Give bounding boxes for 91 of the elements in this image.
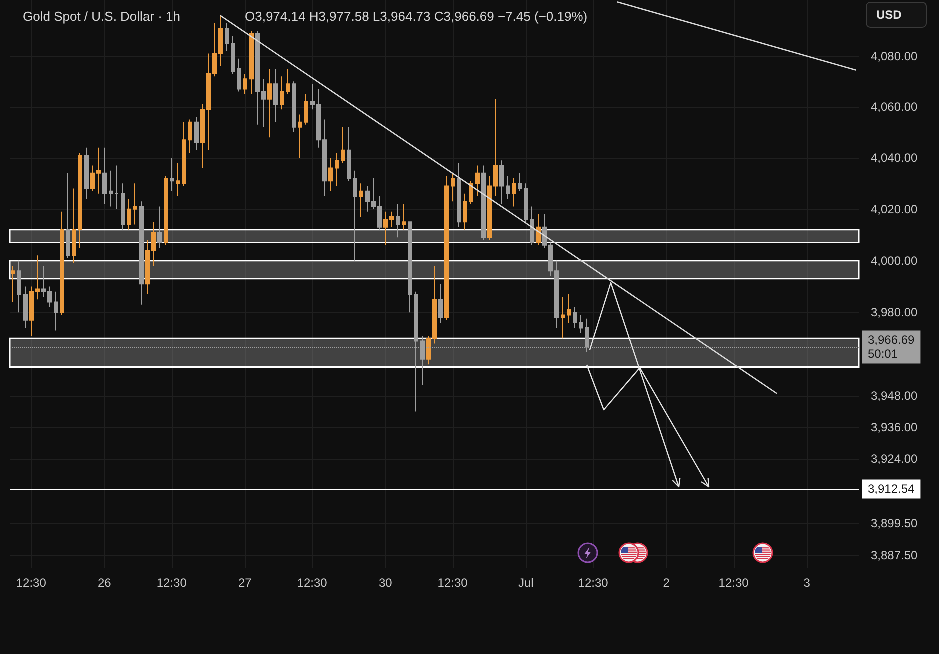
y-axis-title: USD [876,8,902,22]
candlestick [72,188,76,264]
x-tick-label: 26 [98,576,112,590]
y-tick-label: 3,899.50 [871,516,918,531]
y-tick-label: 4,000.00 [871,254,918,268]
candlestick [457,162,461,228]
candlestick [536,214,541,246]
candlestick [109,170,113,208]
x-tick-label: 12:30 [438,576,468,590]
candlestick [438,284,443,324]
y-tick-label: 3,887.50 [871,548,918,563]
candlestick [408,222,412,314]
candlestick [286,68,290,95]
candlestick [267,68,272,138]
candlestick [561,296,565,340]
candlestick [469,180,473,205]
y-tick-label: 4,020.00 [871,202,918,216]
candlestick [170,158,174,192]
y-tick-label: 3,924.00 [871,452,918,466]
candlestick [506,175,510,200]
x-tick-label: 12:30 [578,576,609,590]
candlestick [11,266,15,303]
candlestick [518,172,522,192]
y-tick-label: 4,040.00 [871,151,918,166]
ref-line-label: 3,966.69 50:01 [868,333,916,362]
candlestick [182,122,186,187]
candlestick [133,183,137,226]
candlestick [23,286,28,329]
candlestick [164,175,168,246]
candlestick [444,175,449,321]
candlestick [115,165,119,210]
candlestick [243,74,247,95]
y-tick-label: 3,980.00 [871,306,918,320]
candlestick [231,36,235,75]
candlestick [353,170,357,262]
candlestick [188,119,192,154]
candlestick [567,294,571,324]
candlestick [475,165,480,197]
candlestick [499,160,504,205]
candlestick [102,147,107,205]
candlestick [347,126,351,182]
candlestick [127,198,131,230]
candlestick [396,204,400,238]
y-tick-label: 4,080.00 [871,49,918,64]
candlestick [237,58,241,92]
y-tick-label: 3,936.00 [871,420,918,434]
candlestick [60,211,64,316]
candlestick [273,68,278,123]
candlestick [225,22,229,52]
x-tick-label: 27 [238,576,252,590]
candlestick [78,152,82,248]
x-tick-label: 30 [378,576,393,590]
candlestick [579,314,583,334]
candlestick [524,183,528,223]
candlestick [54,291,58,332]
candlestick [176,162,180,197]
candlestick [17,260,21,314]
candlestick [249,30,254,95]
x-tick-label: Jul [518,576,534,590]
candlestick [157,206,162,248]
candlestick [66,172,70,259]
candlestick [512,178,516,208]
candlestick [304,94,308,126]
ref-line-label: 3,912.54 [868,482,916,496]
candlestick [139,201,144,306]
x-tick-label: 12:30 [16,576,47,590]
x-tick-label: 2 [663,576,670,590]
candlestick [335,152,339,187]
candlestick [298,114,302,159]
candlestick [481,165,486,241]
candlestick [121,183,125,230]
candlestick [530,206,534,246]
text: Gold Spot / U.S. Dollar · 1h [23,9,181,24]
candlestick [292,81,296,134]
candlestick [328,158,333,192]
y-tick-label: 4,060.00 [871,100,918,114]
x-tick-label: 12:30 [156,576,188,590]
x-tick-label: 12:30 [297,576,328,590]
candlestick [402,204,406,230]
x-tick-label: 12:30 [718,576,750,590]
x-tick-label: 3 [804,576,811,590]
candlestick [573,306,577,329]
candlestick [359,183,363,218]
candlestick [341,126,345,164]
candlestick [463,193,467,230]
text: O3,974.14 H3,977.58 L3,964.73 C3,966.69 −7.45 (−0.19%) [245,9,588,24]
candlestick [451,172,455,202]
candlestick [84,147,89,200]
candlestick [194,116,199,151]
candlestick [280,76,284,110]
y-tick-label: 3,948.00 [871,388,918,403]
